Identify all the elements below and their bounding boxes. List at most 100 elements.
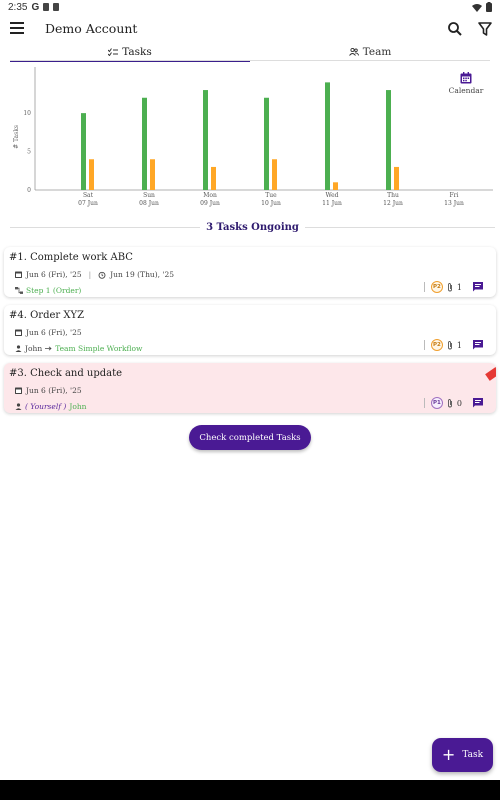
y-tick-label: 5 (27, 149, 31, 156)
task-card[interactable]: #4. Order XYZ Jun 6 (Fri), '25 John Team… (4, 305, 496, 355)
chart-bar (203, 90, 208, 190)
chart-bar (272, 159, 277, 190)
alarm-icon (98, 271, 106, 279)
task-card-overdue[interactable]: ​ #3. Check and update Jun 6 (Fri), '25 … (4, 363, 496, 413)
x-tick-day: Wed (325, 192, 338, 199)
x-tick-day: Fri (450, 192, 459, 199)
calendar-button[interactable]: Calendar (446, 72, 486, 95)
overdue-badge: ​ (485, 365, 496, 381)
x-tick-date: 09 Jun (200, 200, 220, 207)
tab-tasks[interactable]: Tasks (10, 44, 250, 62)
meta-divider (423, 340, 425, 350)
attachment-count: 0 (456, 398, 462, 408)
notification-icon-2 (53, 3, 60, 11)
priority-badge: P1 (430, 397, 443, 409)
tab-bar: Tasks Team (10, 44, 490, 62)
task-dates: Jun 6 (Fri), '25 (15, 386, 82, 395)
comment-icon[interactable] (472, 281, 484, 293)
wifi-icon (472, 3, 482, 12)
search-icon[interactable] (446, 20, 464, 38)
calendar-icon (460, 72, 472, 84)
x-tick-day: Mon (203, 192, 217, 199)
chart-bar (81, 113, 86, 190)
tab-team[interactable]: Team (250, 44, 490, 60)
attachment-count: 1 (456, 340, 462, 350)
status-time: 2:35 (8, 1, 28, 13)
x-tick-date: 13 Jun (444, 200, 464, 207)
menu-icon[interactable] (10, 22, 24, 34)
task-title: #3. Check and update (9, 368, 123, 379)
x-tick-day: Tue (265, 192, 277, 199)
x-tick-day: Sun (143, 192, 155, 199)
chart-bar (89, 159, 94, 190)
app-bar: Demo Account (0, 14, 500, 44)
person-icon (15, 345, 22, 352)
task-start-date: Jun 6 (Fri), '25 (26, 328, 82, 337)
tab-tasks-label: Tasks (122, 46, 152, 58)
task-start-date: Jun 6 (Fri), '25 (26, 270, 82, 279)
task-step-label: Step 1 (Order) (26, 286, 82, 295)
status-left: 2:35 G (8, 1, 60, 13)
comment-icon[interactable] (472, 397, 484, 409)
task-chart: # Tasks 0 5 10 Sat 07 Jun Sun 08 Jun Mon 09 Jun… (10, 62, 495, 212)
x-tick-date: 11 Jun (322, 200, 342, 207)
task-title: #4. Order XYZ (9, 310, 85, 321)
task-assignee: ( Yourself ) John (15, 402, 87, 411)
chart-bar (142, 97, 147, 190)
calendar-small-icon (15, 271, 22, 278)
attachment-icon (447, 399, 452, 408)
meta-divider (423, 282, 425, 292)
y-tick-label: 10 (23, 110, 31, 117)
x-tick-day: Thu (387, 192, 399, 199)
task-card[interactable]: #1. Complete work ABC Jun 6 (Fri), '25 |… (4, 247, 496, 297)
task-meta: P1 0 (423, 397, 484, 409)
x-tick-date: 12 Jun (383, 200, 403, 207)
chart-bar (325, 82, 330, 190)
system-nav-bar (0, 780, 500, 800)
priority-badge: P2 (430, 281, 443, 293)
divider-right (304, 227, 495, 228)
y-tick-label: 0 (27, 187, 31, 194)
chart-bar (211, 166, 216, 190)
calendar-small-icon (15, 387, 22, 394)
task-start-date: Jun 6 (Fri), '25 (26, 386, 82, 395)
attachment-count: 1 (456, 282, 462, 292)
plus-icon: + (441, 745, 456, 764)
assignee-from: John (25, 344, 43, 353)
attachment-icon (447, 283, 452, 292)
calendar-label: Calendar (448, 86, 484, 95)
chart-bar (264, 97, 269, 190)
notification-icon (43, 3, 50, 11)
chart-bar (150, 159, 155, 190)
comment-icon[interactable] (472, 339, 484, 351)
task-meta: P2 1 (423, 339, 484, 351)
divider-left (10, 227, 201, 228)
attachment-icon (447, 341, 452, 350)
app-title: Demo Account (45, 21, 138, 36)
meta-divider (423, 398, 425, 408)
ongoing-title: 3 Tasks Ongoing (206, 222, 299, 233)
chart-bar (333, 182, 338, 190)
checklist-icon (108, 48, 119, 56)
chart-bar (386, 90, 391, 190)
task-step: Step 1 (Order) (15, 286, 81, 295)
assignee-to: Team Simple Workflow (55, 344, 143, 353)
calendar-small-icon (15, 329, 22, 336)
add-task-label: Task (462, 750, 484, 760)
x-tick-date: 08 Jun (139, 200, 159, 207)
x-tick-date: 07 Jun (78, 200, 98, 207)
x-tick-day: Sat (83, 192, 94, 199)
google-icon: G (31, 1, 40, 13)
priority-badge: P2 (430, 339, 443, 351)
task-dates: Jun 6 (Fri), '25 | Jun 19 (Thu), '25 (15, 270, 174, 279)
person-icon (15, 403, 22, 410)
date-separator: | (88, 270, 92, 279)
check-completed-button[interactable]: Check completed Tasks (189, 425, 311, 450)
add-task-button[interactable]: + Task (432, 738, 493, 772)
filter-icon[interactable] (476, 20, 494, 38)
assignee-note: ( Yourself ) (25, 402, 67, 411)
task-dates: Jun 6 (Fri), '25 (15, 328, 82, 337)
assignee-name: John (69, 402, 87, 411)
people-icon (348, 48, 359, 56)
